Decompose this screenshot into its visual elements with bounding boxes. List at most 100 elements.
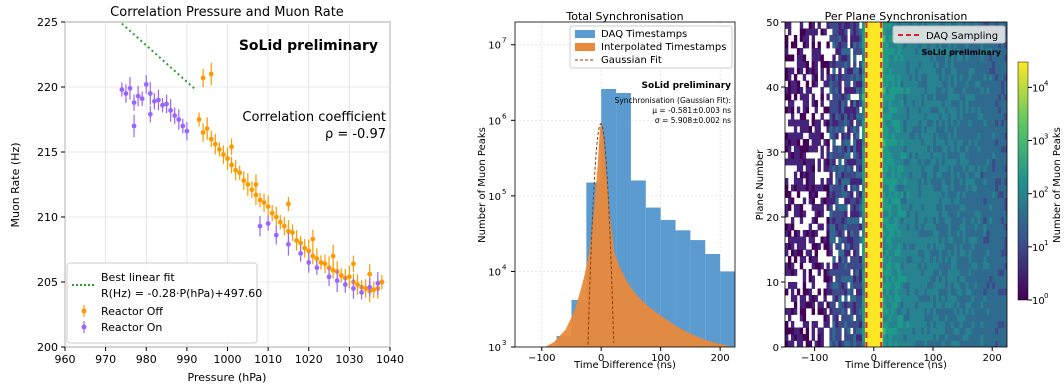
legend-interp-swatch (575, 43, 595, 51)
reactor-on-point (375, 271, 381, 295)
chart1-annotation-rho: ρ = -0.97 (325, 127, 386, 142)
chart3-ytick-label: 10 (766, 278, 779, 289)
chart2-legend: DAQ Timestamps Interpolated Timestamps G… (569, 25, 733, 69)
reactor-on-point (151, 93, 157, 110)
reactor-off-point (302, 238, 308, 258)
chart2-gaussian-path (587, 123, 615, 347)
reactor-on-point (286, 232, 291, 256)
reactor-on-point (367, 277, 373, 297)
reactor-off-point (265, 195, 271, 218)
chart-per-plane-synchronisation: Per Plane Synchronisation −100 0 100 200 01… (755, 10, 1063, 371)
chart3-heatmap-cells (785, 22, 1007, 347)
reactor-off-point (281, 216, 287, 236)
reactor-off-point (200, 123, 206, 142)
chart1-ytick-label: 205 (37, 276, 58, 289)
chart1-xtick-label: 1000 (214, 353, 242, 366)
legend-on-swatch (81, 321, 87, 333)
reactor-on-point (168, 99, 174, 122)
legend-off-swatch (81, 305, 87, 317)
chart1-ytick-label: 210 (37, 211, 58, 224)
chart1-y-label: Muon Rate (Hz) (9, 142, 22, 227)
chart1-points (119, 62, 385, 303)
chart2-daq-bar (675, 230, 691, 347)
colorbar (1017, 61, 1029, 301)
reactor-off-point (330, 244, 336, 268)
reactor-on-point (342, 276, 348, 293)
chart1-y-ticks: 200 205 210 215 220 225 (37, 16, 65, 354)
chart2-xtick-label: 200 (711, 353, 730, 364)
reactor-on-point (359, 285, 364, 300)
reactor-on-point (147, 82, 153, 105)
chart3-y-label: Plane Number (755, 149, 766, 221)
reactor-off-point (208, 130, 214, 148)
legend-gauss-label: Gaussian Fit (601, 55, 662, 66)
reactor-off-point (269, 204, 275, 222)
reactor-off-point (225, 147, 230, 170)
chart1-fit-segment (118, 22, 196, 90)
chart2-xtick-label: 0 (598, 353, 604, 364)
chart3-ytick-label: 20 (766, 213, 779, 224)
chart2-x-label: Time Difference (ns) (573, 360, 676, 371)
reactor-off-point (204, 117, 210, 140)
reactor-off-point (351, 255, 356, 272)
legend-daq-label: DAQ Timestamps (601, 29, 687, 40)
chart2-interpolated-area (544, 123, 735, 347)
chart2-interpolated-area-path (544, 123, 735, 347)
chart3-xtick-label: −100 (801, 353, 828, 364)
reactor-on-point (351, 278, 356, 299)
chart2-ytick-label: 10 (488, 116, 501, 127)
chart1-ytick-label: 225 (37, 16, 58, 29)
legend-daq-swatch (575, 30, 595, 38)
reactor-off-point (355, 274, 360, 295)
chart2-ytick-exponent: 6 (502, 112, 507, 120)
chart2-ytick-label: 10 (488, 267, 501, 278)
reactor-on-point (147, 106, 153, 123)
reactor-off-point (245, 173, 251, 196)
chart2-fit-note-1: Synchronisation (Gaussian Fit): (615, 96, 731, 105)
legend-daq-sampling-label: DAQ Sampling (926, 31, 998, 42)
reactor-off-point (294, 230, 299, 251)
reactor-off-point (363, 279, 369, 298)
reactor-off-point (221, 145, 226, 164)
reactor-off-point (322, 254, 328, 274)
reactor-off-point (233, 159, 239, 181)
chart1-xtick-label: 1010 (254, 353, 282, 366)
legend-on-label: Reactor On (101, 321, 162, 334)
reactor-on-point (180, 118, 186, 134)
legend-fit-formula: R(Hz) = -0.28·P(hPa)+497.60 (101, 287, 262, 300)
reactor-off-point (310, 247, 316, 265)
chart1-xtick-label: 980 (136, 353, 157, 366)
reactor-off-point (273, 206, 279, 228)
chart2-daq-bar (660, 219, 676, 347)
chart2-ytick-exponent: 4 (502, 263, 507, 271)
chart1-ytick-label: 220 (37, 81, 58, 94)
legend-interp-label: Interpolated Timestamps (601, 42, 726, 53)
colorbar-tick-exponent: 4 (1044, 79, 1049, 87)
colorbar-tick-exponent: 0 (1044, 292, 1048, 300)
chart3-xtick-label: 200 (983, 353, 1002, 364)
chart2-watermark: SoLid preliminary (642, 81, 732, 91)
chart2-xtick-label: −100 (528, 353, 555, 364)
reactor-off-point (379, 274, 385, 290)
chart2-ytick-exponent: 5 (502, 188, 506, 196)
reactor-off-point (208, 62, 214, 86)
reactor-on-point (139, 91, 145, 106)
reactor-off-point (229, 156, 234, 174)
reactor-on-point (334, 269, 340, 293)
legend-fit-name: Best linear fit (101, 271, 175, 284)
colorbar-tick-label: 10 (1032, 243, 1045, 254)
reactor-on-point (131, 94, 137, 111)
reactor-on-point (314, 260, 320, 275)
reactor-off-point (346, 265, 352, 289)
reactor-on-point (265, 216, 271, 231)
reactor-on-point (156, 89, 161, 111)
reactor-off-point (200, 68, 206, 88)
reactor-off-point (286, 196, 291, 212)
colorbar-tick-label: 10 (1032, 83, 1045, 94)
chart1-x-ticks: 960 970 980 990 1000 1010 1020 1030 1040 (55, 347, 404, 366)
chart1-title: Correlation Pressure and Muon Rate (110, 5, 344, 20)
chart2-fit-note-3: σ = 5.908±0.002 ns (655, 116, 731, 125)
